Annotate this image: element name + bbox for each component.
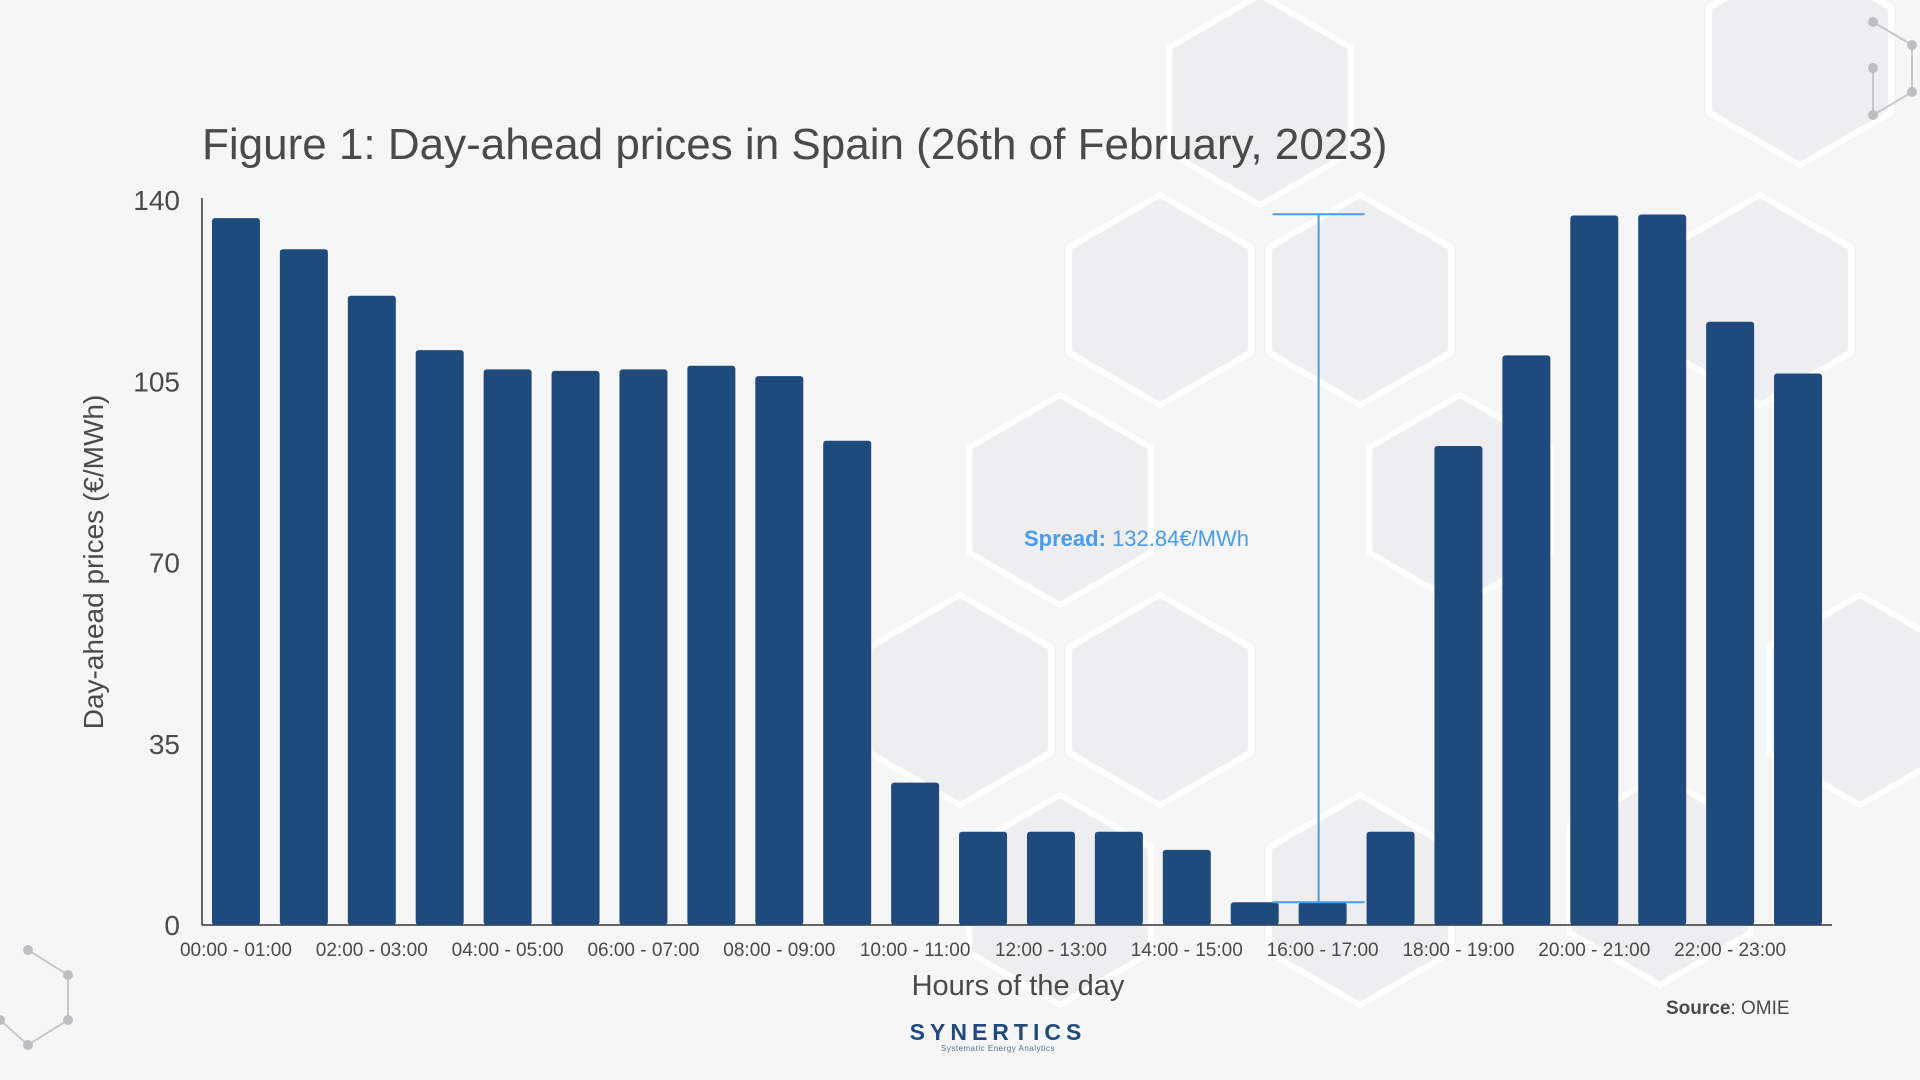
y-tick-label: 70 <box>149 548 180 579</box>
source-note: Source: OMIE <box>1666 998 1790 1020</box>
y-tick-label: 140 <box>133 185 180 216</box>
bar <box>1094 831 1143 925</box>
x-tick-label: 22:00 - 23:00 <box>1674 940 1786 961</box>
bar <box>1570 215 1619 926</box>
network-node <box>0 1015 5 1025</box>
bar <box>1366 831 1415 925</box>
x-tick-label: 00:00 - 01:00 <box>180 940 292 961</box>
source-label: Source <box>1666 998 1731 1019</box>
bar <box>755 376 804 926</box>
bar <box>959 831 1008 925</box>
y-tick-label: 105 <box>133 366 180 397</box>
bar <box>1026 831 1075 925</box>
network-node <box>23 1040 33 1050</box>
x-tick-label: 06:00 - 07:00 <box>587 940 699 961</box>
network-node <box>23 945 33 955</box>
x-tick-label: 18:00 - 19:00 <box>1402 940 1514 961</box>
bar <box>1502 355 1551 925</box>
bar <box>1774 373 1823 925</box>
bar <box>619 369 668 925</box>
x-tick-label: 04:00 - 05:00 <box>452 940 564 961</box>
bar <box>551 370 600 926</box>
bar <box>415 350 464 925</box>
y-tick-label: 0 <box>164 910 180 941</box>
background-hexagon <box>1066 191 1254 409</box>
chart-title: Figure 1: Day-ahead prices in Spain (26t… <box>202 120 1388 169</box>
background-hexagon <box>1706 0 1894 169</box>
background-hexagon <box>1066 591 1254 809</box>
network-node <box>1907 40 1917 50</box>
spread-annotation-label: Spread: 132.84€/MWh <box>1024 526 1249 552</box>
x-tick-label: 10:00 - 11:00 <box>860 940 971 961</box>
bar <box>1706 321 1755 926</box>
bar <box>1162 849 1211 925</box>
network-node <box>1868 17 1878 27</box>
network-node <box>63 970 73 980</box>
background-hexagon <box>1166 0 1354 209</box>
background-hexagon <box>1266 191 1454 409</box>
bar <box>483 369 532 925</box>
network-node <box>1868 63 1878 73</box>
bar <box>279 249 328 926</box>
network-node <box>1868 110 1878 120</box>
x-tick-label: 02:00 - 03:00 <box>316 940 428 961</box>
x-tick-label: 16:00 - 17:00 <box>1267 940 1379 961</box>
bar <box>823 440 872 925</box>
x-tick-label: 08:00 - 09:00 <box>723 940 835 961</box>
x-axis-label: Hours of the day <box>911 970 1125 1002</box>
y-tick-label: 35 <box>149 729 180 760</box>
spread-value: 132.84€/MWh <box>1112 526 1250 551</box>
logo-tagline: Systematic Energy Analytics <box>941 1044 1055 1053</box>
bar <box>211 218 260 925</box>
source-value: : OMIE <box>1730 998 1790 1019</box>
network-node <box>1907 87 1917 97</box>
bar <box>1434 445 1483 925</box>
background-hexagon <box>966 391 1154 609</box>
synertics-logo: SYNERTICS Systematic Energy Analytics <box>910 1019 1087 1053</box>
bar <box>1230 902 1279 925</box>
bar <box>1298 902 1347 925</box>
logo-name: SYNERTICS <box>909 1019 1087 1045</box>
x-tick-label: 20:00 - 21:00 <box>1538 940 1650 961</box>
x-tick-label: 12:00 - 13:00 <box>995 940 1107 961</box>
bar <box>347 295 396 925</box>
x-tick-label: 14:00 - 15:00 <box>1131 940 1243 961</box>
bar <box>1638 214 1687 925</box>
bar <box>687 365 736 925</box>
bar <box>891 782 940 925</box>
network-node <box>63 1015 73 1025</box>
spread-label: Spread: <box>1024 526 1106 551</box>
